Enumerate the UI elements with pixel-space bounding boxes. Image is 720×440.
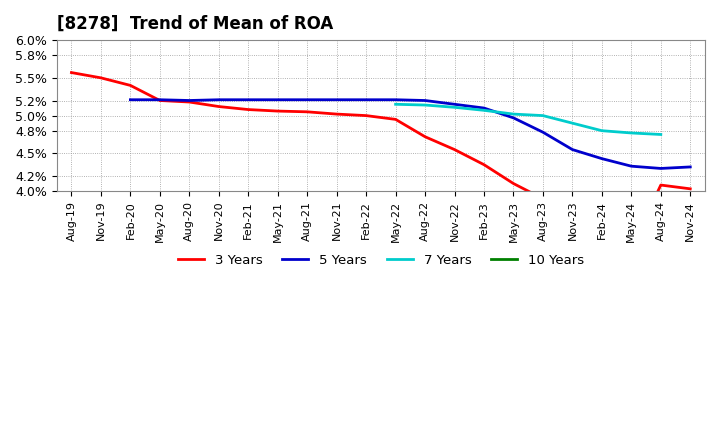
Text: [8278]  Trend of Mean of ROA: [8278] Trend of Mean of ROA [57,15,333,33]
Legend: 3 Years, 5 Years, 7 Years, 10 Years: 3 Years, 5 Years, 7 Years, 10 Years [172,249,590,272]
